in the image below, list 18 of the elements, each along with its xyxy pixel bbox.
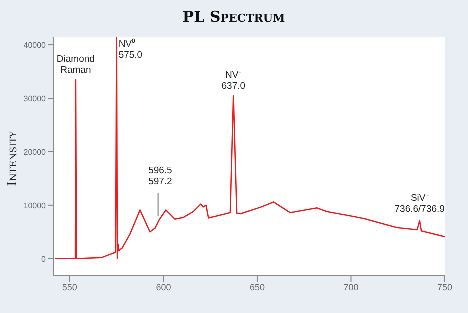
line-series (54, 37, 445, 260)
y-tick-label: 0 (42, 254, 47, 264)
y-tick-label: 20000 (24, 148, 47, 157)
annotation: NV⁻ 637.0 (222, 70, 246, 92)
annotation: 596.5 597.2 (148, 165, 172, 188)
x-tick-label: 700 (344, 282, 359, 292)
annotation: SiV⁻ 736.6/736.9 (394, 192, 445, 215)
x-tick-label: 600 (156, 282, 172, 292)
annotation: NV⁰ 575.0 (118, 38, 143, 61)
y-tick-label: 30000 (24, 94, 47, 104)
y-tick-label: 40000 (24, 41, 47, 50)
x-tick-label: 650 (250, 282, 265, 292)
x-tick-label: 750 (437, 282, 453, 292)
x-tick-label: 550 (62, 282, 78, 292)
annotation: Diamond Raman (56, 54, 95, 76)
chart-title: PL Spectrum (182, 8, 286, 26)
y-tick-label: 10000 (24, 201, 47, 210)
y-axis-title: Intensity (6, 130, 21, 186)
